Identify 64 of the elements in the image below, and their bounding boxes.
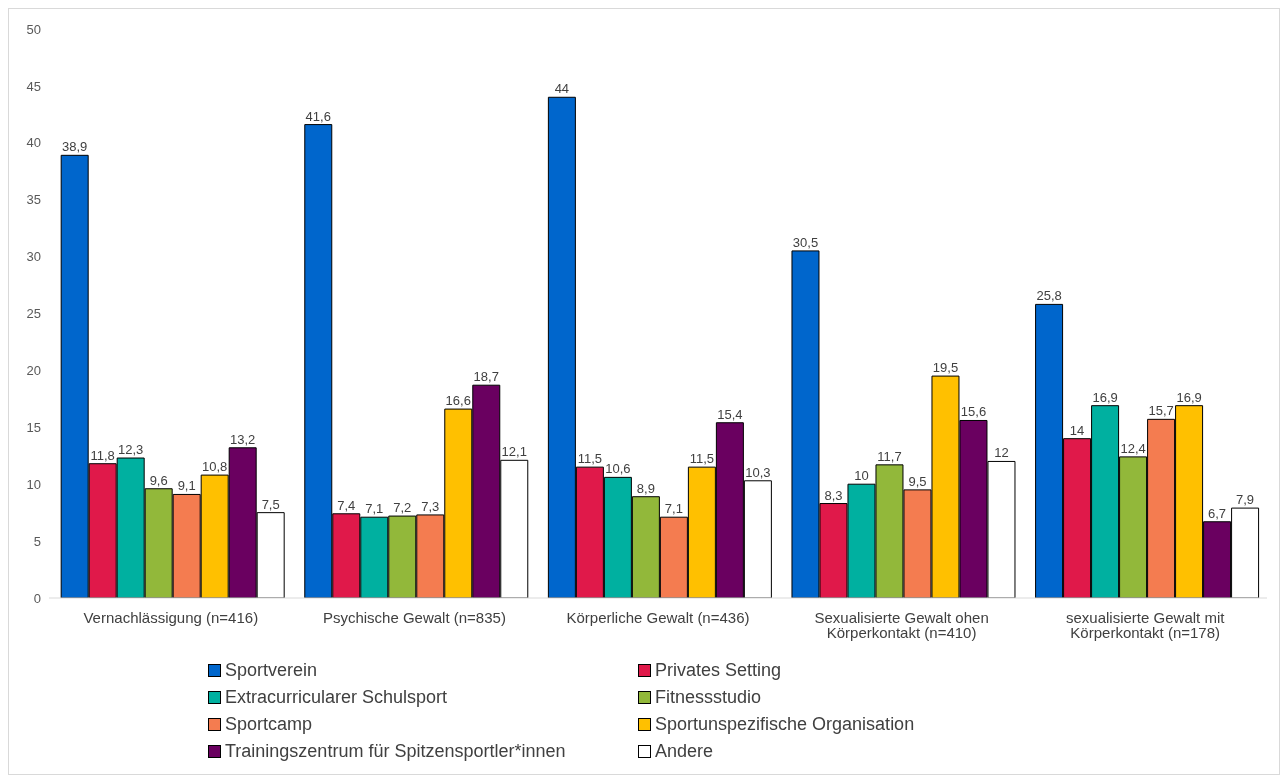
- y-tick-label: 40: [26, 135, 41, 151]
- y-tick-label: 20: [26, 363, 41, 379]
- data-label: 12,1: [501, 444, 527, 460]
- data-label: 7,4: [337, 497, 356, 513]
- x-tick-label: Psychische Gewalt (n=835): [322, 608, 506, 626]
- y-tick-label: 10: [26, 476, 41, 492]
- data-label: 25,8: [1036, 288, 1062, 304]
- data-label: 9,5: [908, 473, 927, 489]
- data-label: 38,9: [62, 139, 88, 155]
- legend-label: Sportcamp: [225, 714, 313, 735]
- legend-label: Fitnessstudio: [655, 687, 762, 708]
- data-label: 7,5: [261, 496, 280, 512]
- data-label: 12,3: [118, 442, 144, 458]
- data-label: 12,4: [1120, 440, 1146, 456]
- legend-label: Sportverein: [225, 660, 318, 681]
- data-label: 8,3: [824, 487, 843, 503]
- x-tick-label: Sexualisierte Gewalt ohen Körperkontakt (n=410): [814, 608, 989, 641]
- data-label: 44: [554, 81, 570, 97]
- y-tick-label: 0: [33, 590, 41, 606]
- data-label: 11,5: [689, 451, 715, 467]
- legend-label: Privates Setting: [655, 660, 782, 681]
- y-tick-label: 35: [26, 192, 41, 208]
- data-label: 7,1: [365, 501, 384, 517]
- legend-label: Extracurricularer Schulsport: [225, 687, 448, 708]
- data-label: 16,9: [1176, 389, 1202, 405]
- y-tick-label: 30: [26, 249, 41, 265]
- data-label: 7,1: [664, 501, 683, 517]
- data-label: 9,1: [177, 478, 196, 494]
- data-label: 10: [854, 468, 869, 484]
- data-label: 14: [1069, 422, 1085, 438]
- data-label: 16,6: [445, 393, 471, 409]
- y-tick-label: 45: [26, 78, 41, 94]
- data-label: 10,8: [202, 459, 228, 475]
- data-label: 15,4: [717, 406, 743, 422]
- data-label: 6,7: [1208, 505, 1227, 521]
- legend-label: Andere: [655, 741, 714, 762]
- data-label: 12: [994, 445, 1009, 461]
- data-label: 7,3: [421, 498, 440, 514]
- data-label: 11,5: [577, 451, 603, 467]
- data-label: 11,7: [877, 448, 902, 464]
- x-tick-label: Vernachlässigung (n=416): [83, 608, 259, 626]
- data-label: 30,5: [792, 234, 819, 250]
- data-label: 11,8: [90, 447, 115, 463]
- legend-label: Sportunspezifische Organisation: [655, 714, 915, 735]
- y-tick-label: 50: [26, 21, 41, 37]
- data-label: 10,3: [745, 464, 771, 480]
- data-label: 15,7: [1148, 403, 1174, 419]
- y-tick-label: 15: [26, 419, 41, 435]
- data-label: 19,5: [932, 360, 959, 376]
- data-label: 13,2: [230, 431, 256, 447]
- x-tick-label: sexualisierte Gewalt mit Körperkontakt (n=178): [1066, 608, 1226, 641]
- data-label: 16,9: [1092, 389, 1118, 405]
- y-tick-label: 25: [26, 306, 41, 322]
- data-label: 15,6: [960, 404, 987, 420]
- data-label: 7,2: [393, 500, 412, 516]
- x-tick-label: Körperliche Gewalt (n=436): [566, 608, 750, 626]
- data-label: 7,9: [1236, 492, 1255, 508]
- data-label: 18,7: [473, 369, 499, 385]
- data-label: 8,9: [636, 480, 655, 496]
- y-tick-label: 5: [33, 533, 41, 549]
- data-label: 10,6: [605, 461, 631, 477]
- data-label: 9,6: [149, 472, 168, 488]
- legend-label: Trainingszentrum für Spitzensportler*innen: [225, 741, 566, 762]
- data-label: 41,6: [305, 108, 331, 124]
